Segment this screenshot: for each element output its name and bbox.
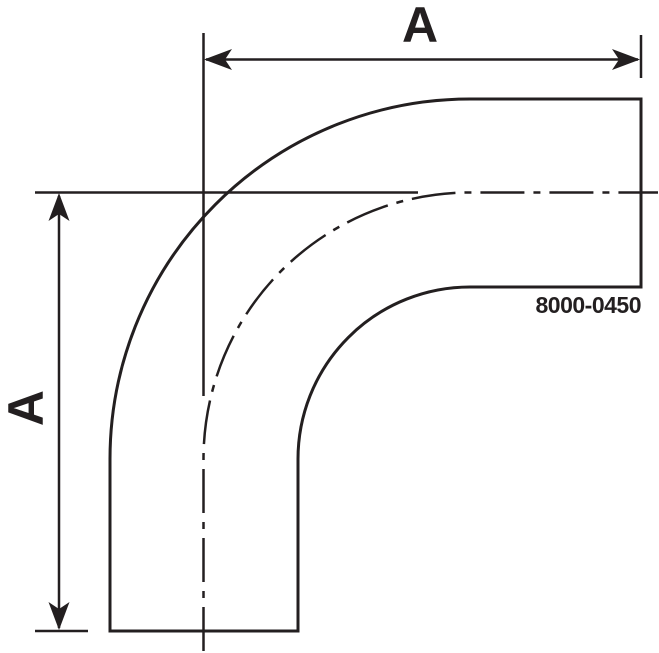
left-dimension-arrow-down [48,602,70,630]
top-dimension-arrow-left [204,49,232,70]
left-dimension-label: A [0,390,54,426]
pipe-centerline [202,191,658,651]
pipe-outline [108,97,643,633]
top-dimension-label: A [402,0,438,53]
top-dimension-arrow-right [612,49,640,70]
part-number: 8000-0450 [536,292,642,318]
left-dimension-arrow-up [48,193,70,221]
